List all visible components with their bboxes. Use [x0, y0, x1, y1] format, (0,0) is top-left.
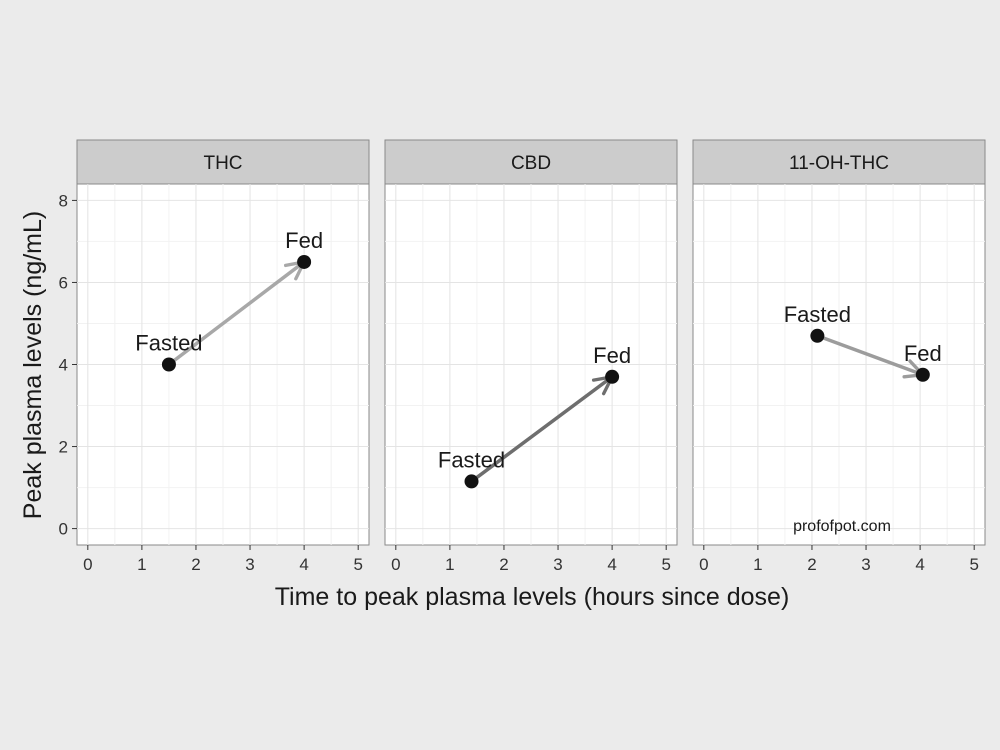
x-tick-label: 3: [861, 555, 870, 574]
change-arrow: [167, 262, 304, 367]
x-tick-label: 5: [353, 555, 362, 574]
facet-strip: [384, 139, 678, 185]
facet-thc: THC 0 1 2 3 4 5 Fasted Fed: [76, 139, 370, 574]
point-label-fed: Fed: [285, 228, 323, 253]
y-tick-label: 8: [59, 191, 68, 210]
facet-strip-label: THC: [203, 153, 242, 174]
facet-strip: [76, 139, 370, 185]
point-label-fasted: Fasted: [784, 302, 851, 327]
x-tick-label: 3: [245, 555, 254, 574]
watermark: profofpot.com: [793, 518, 891, 535]
data-point-fasted: [464, 474, 479, 489]
y-tick-label: 0: [59, 520, 68, 539]
facet-strip-label: CBD: [511, 153, 551, 174]
x-tick-label: 1: [137, 555, 146, 574]
point-label-fasted: Fasted: [135, 331, 202, 356]
x-axis-title: Time to peak plasma levels (hours since …: [275, 583, 790, 611]
data-point-fasted: [161, 357, 176, 372]
facet-strip: [692, 139, 986, 185]
point-label-fed: Fed: [904, 341, 942, 366]
point-label-fed: Fed: [593, 343, 631, 368]
y-axis-title: Peak plasma levels (ng/mL): [19, 211, 47, 519]
x-tick-label: 4: [299, 555, 308, 574]
x-tick-label: 1: [445, 555, 454, 574]
x-tick-label: 0: [699, 555, 708, 574]
point-label-fasted: Fasted: [438, 447, 505, 472]
x-tick-label: 3: [553, 555, 562, 574]
facet-cbd: CBD 0 1 2 3 4 5 Fasted Fed: [384, 139, 678, 574]
x-tick-label: 2: [807, 555, 816, 574]
x-tick-label: 5: [661, 555, 670, 574]
data-point-fasted: [810, 328, 825, 343]
y-tick-label: 4: [59, 356, 68, 375]
data-point-fed: [915, 367, 930, 382]
data-point-fed: [297, 254, 312, 269]
x-tick-label: 0: [83, 555, 92, 574]
data-point-fed: [605, 369, 620, 384]
y-tick-label: 6: [59, 273, 68, 292]
x-tick-label: 1: [753, 555, 762, 574]
y-tick-label: 2: [59, 438, 68, 457]
change-arrow: [815, 334, 922, 375]
x-tick-label: 0: [391, 555, 400, 574]
change-arrow: [469, 377, 613, 484]
facet-strip-label: 11-OH-THC: [789, 153, 889, 174]
x-tick-label: 4: [915, 555, 924, 574]
y-axis: 0 2 4 6 8: [59, 191, 77, 539]
x-tick-label: 2: [499, 555, 508, 574]
x-tick-label: 2: [191, 555, 200, 574]
facet-11-oh-thc: 11-OH-THC 0 1 2 3 4 5 Fasted Fed: [692, 139, 986, 574]
x-tick-label: 5: [969, 555, 978, 574]
x-tick-label: 4: [607, 555, 616, 574]
